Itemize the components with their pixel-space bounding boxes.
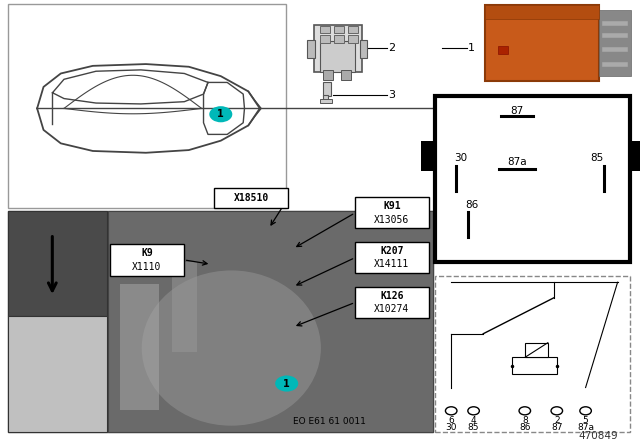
Bar	[334, 26, 344, 33]
Bar	[320, 41, 355, 72]
Bar	[485, 5, 599, 19]
Bar	[341, 70, 351, 80]
Text: 2: 2	[388, 43, 396, 53]
Text: 87a: 87a	[577, 423, 594, 432]
Bar	[323, 95, 328, 100]
Text: X18510: X18510	[234, 193, 269, 203]
Bar	[323, 82, 331, 96]
Text: 1: 1	[218, 109, 224, 119]
Text: EO E61 61 0011: EO E61 61 0011	[292, 417, 365, 426]
Bar	[630, 141, 640, 171]
Text: 1: 1	[468, 43, 475, 53]
Text: 6: 6	[449, 416, 454, 425]
Bar	[314, 25, 362, 72]
Text: X10274: X10274	[374, 304, 410, 314]
Bar	[120, 284, 159, 410]
Bar	[320, 35, 330, 43]
Text: 2: 2	[554, 416, 559, 425]
Bar	[8, 4, 286, 208]
Bar	[512, 357, 557, 374]
Circle shape	[580, 407, 591, 415]
Bar	[348, 26, 358, 33]
Bar	[498, 46, 508, 54]
FancyBboxPatch shape	[355, 197, 429, 228]
Text: 30: 30	[454, 153, 467, 163]
Bar	[602, 47, 628, 52]
Text: 5: 5	[583, 416, 588, 425]
Text: 85: 85	[591, 153, 604, 163]
Text: 86: 86	[519, 423, 531, 432]
Bar	[307, 40, 315, 58]
Circle shape	[551, 407, 563, 415]
Bar	[334, 35, 344, 43]
Text: X1110: X1110	[132, 262, 161, 272]
Text: 4: 4	[471, 416, 476, 425]
Bar	[485, 5, 599, 81]
Text: 3: 3	[388, 90, 395, 100]
Text: 87: 87	[511, 106, 524, 116]
Text: 87a: 87a	[508, 157, 527, 167]
Bar	[525, 343, 548, 357]
FancyBboxPatch shape	[110, 244, 184, 276]
Bar	[348, 35, 358, 43]
Bar	[602, 21, 628, 26]
Bar	[599, 10, 631, 76]
FancyBboxPatch shape	[355, 287, 429, 318]
Bar	[8, 211, 107, 316]
Bar	[320, 26, 330, 33]
Bar	[435, 96, 630, 262]
Bar	[435, 276, 630, 432]
Bar	[602, 33, 628, 39]
Text: X13056: X13056	[374, 215, 410, 225]
Bar	[421, 141, 435, 171]
Circle shape	[445, 407, 457, 415]
Circle shape	[468, 407, 479, 415]
Bar	[8, 316, 107, 432]
Text: 8: 8	[522, 416, 527, 425]
Text: 87: 87	[551, 423, 563, 432]
Bar	[108, 211, 433, 432]
Text: 470849: 470849	[578, 431, 618, 441]
Ellipse shape	[141, 271, 321, 426]
Bar	[320, 99, 332, 103]
Text: K126: K126	[380, 290, 404, 301]
Circle shape	[209, 106, 232, 122]
Bar	[323, 70, 333, 80]
Text: 85: 85	[468, 423, 479, 432]
Text: K9: K9	[141, 248, 153, 258]
FancyBboxPatch shape	[355, 242, 429, 273]
Bar	[602, 62, 628, 67]
Text: K91: K91	[383, 201, 401, 211]
Bar	[360, 40, 367, 58]
Bar	[8, 211, 433, 432]
Circle shape	[275, 375, 298, 392]
Text: K207: K207	[380, 246, 404, 256]
FancyBboxPatch shape	[214, 188, 288, 208]
Circle shape	[519, 407, 531, 415]
Text: X14111: X14111	[374, 259, 410, 270]
Text: 30: 30	[445, 423, 457, 432]
Bar	[172, 262, 197, 352]
Text: 1: 1	[284, 379, 290, 388]
Text: 86: 86	[466, 200, 479, 210]
